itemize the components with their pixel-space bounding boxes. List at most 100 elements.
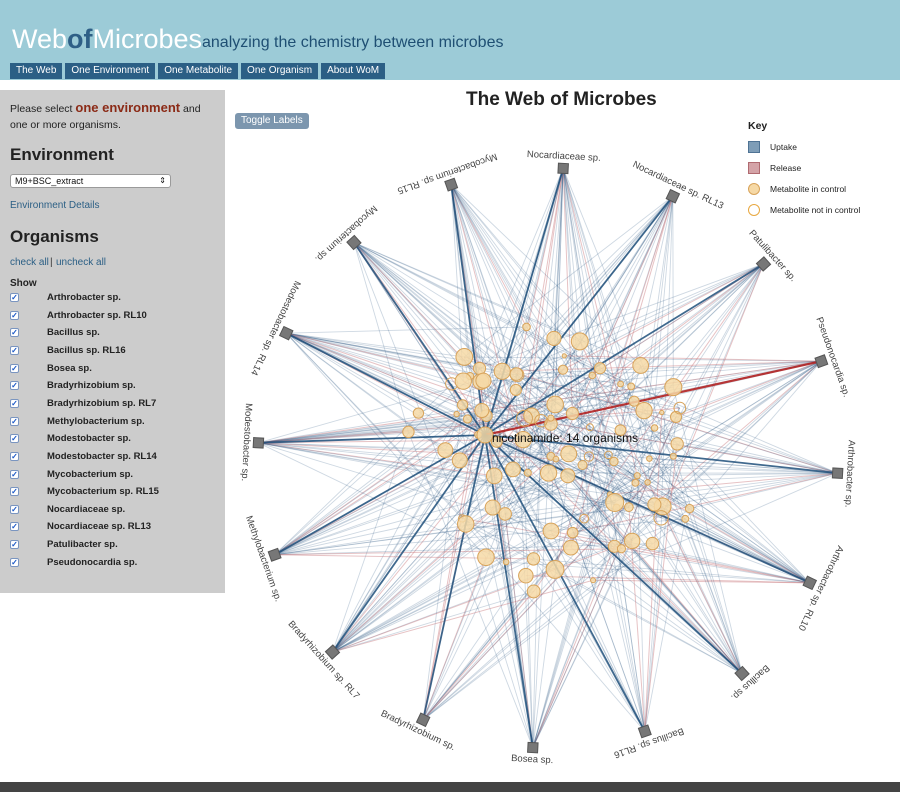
metabolite-circle[interactable] <box>579 513 590 524</box>
organism-checkbox[interactable]: ✓ <box>10 328 19 338</box>
nav-one-metabolite[interactable]: One Metabolite <box>158 63 239 79</box>
metabolite-circle[interactable] <box>437 442 454 459</box>
metabolite-circle[interactable] <box>684 503 695 514</box>
metabolite-circle[interactable] <box>509 367 524 381</box>
metabolite-circle[interactable] <box>560 445 578 463</box>
metabolite-circle[interactable] <box>566 526 579 539</box>
metabolite-circle[interactable] <box>526 584 541 599</box>
organism-node[interactable] <box>734 665 750 682</box>
site-logo[interactable]: WebofMicrobes <box>12 24 202 54</box>
metabolite-circle[interactable] <box>546 395 564 414</box>
metabolite-circle[interactable] <box>583 451 595 462</box>
organism-checkbox[interactable]: ✓ <box>10 416 19 426</box>
metabolite-circle[interactable] <box>681 514 690 523</box>
organism-node[interactable] <box>831 467 844 479</box>
metabolite-circle[interactable] <box>570 332 589 351</box>
metabolite-circle[interactable] <box>484 499 501 516</box>
metabolite-circle[interactable] <box>616 544 627 554</box>
metabolite-circle[interactable] <box>514 431 532 449</box>
metabolite-circle[interactable] <box>614 424 627 437</box>
metabolite-circle[interactable] <box>659 409 665 416</box>
metabolite-circle[interactable] <box>624 502 634 512</box>
metabolite-circle[interactable] <box>653 510 669 526</box>
metabolite-circle[interactable] <box>552 455 560 463</box>
metabolite-circle[interactable] <box>609 456 619 467</box>
metabolite-circle[interactable] <box>628 395 640 407</box>
metabolite-circle[interactable] <box>557 364 569 375</box>
metabolite-circle[interactable] <box>542 522 560 540</box>
organism-node[interactable] <box>527 741 539 754</box>
metabolite-circle[interactable] <box>617 380 624 388</box>
metabolite-circle[interactable] <box>650 424 659 432</box>
metabolite-circle[interactable] <box>565 406 579 421</box>
metabolite-circle[interactable] <box>623 532 641 550</box>
metabolite-circle[interactable] <box>477 548 495 567</box>
uncheck-all-link[interactable]: uncheck all <box>56 257 107 268</box>
metabolite-circle[interactable] <box>523 468 532 477</box>
metabolite-circle[interactable] <box>588 371 597 380</box>
metabolite-circle[interactable] <box>605 493 625 512</box>
organism-checkbox[interactable]: ✓ <box>10 540 19 550</box>
metabolite-circle[interactable] <box>664 378 683 397</box>
metabolite-circle[interactable] <box>498 507 512 521</box>
organism-checkbox[interactable]: ✓ <box>10 487 19 497</box>
organism-checkbox[interactable]: ✓ <box>10 398 19 408</box>
metabolite-circle[interactable] <box>593 362 607 375</box>
organism-checkbox[interactable]: ✓ <box>10 310 19 320</box>
metabolite-circle[interactable] <box>493 362 511 380</box>
metabolite-circle[interactable] <box>539 464 558 482</box>
metabolite-circle[interactable] <box>604 450 613 460</box>
metabolite-circle[interactable] <box>518 567 534 584</box>
organism-node[interactable] <box>252 437 265 449</box>
nav-about-wom[interactable]: About WoM <box>321 63 386 79</box>
organism-checkbox[interactable]: ✓ <box>10 469 19 479</box>
organism-node[interactable] <box>346 234 362 251</box>
nav-one-environment[interactable]: One Environment <box>65 63 156 79</box>
metabolite-circle[interactable] <box>633 472 641 480</box>
nav-the-web[interactable]: The Web <box>10 63 63 79</box>
toggle-labels-button[interactable]: Toggle Labels <box>235 113 309 129</box>
organism-node[interactable] <box>415 712 431 728</box>
organism-checkbox[interactable]: ✓ <box>10 293 19 302</box>
metabolite-circle[interactable] <box>451 452 468 469</box>
metabolite-circle[interactable] <box>673 401 687 415</box>
organism-checkbox[interactable]: ✓ <box>10 504 19 514</box>
metabolite-circle[interactable] <box>644 479 651 486</box>
organism-checkbox[interactable]: ✓ <box>10 381 19 391</box>
metabolite-circle[interactable] <box>455 348 474 366</box>
organism-node[interactable] <box>637 724 652 739</box>
metabolite-circle[interactable] <box>502 558 510 566</box>
metabolite-circle[interactable] <box>635 401 653 420</box>
metabolite-circle[interactable] <box>545 560 565 579</box>
metabolite-circle[interactable] <box>586 423 594 432</box>
metabolite-circle[interactable] <box>526 552 541 566</box>
metabolite-circle[interactable] <box>647 497 662 512</box>
metabolite-circle[interactable] <box>577 459 588 471</box>
metabolite-circle[interactable] <box>670 437 684 451</box>
metabolite-circle[interactable] <box>412 407 425 419</box>
metabolite-circle[interactable] <box>475 372 492 389</box>
organism-checkbox[interactable]: ✓ <box>10 522 19 532</box>
metabolite-circle[interactable] <box>547 414 555 422</box>
metabolite-circle[interactable] <box>474 402 490 419</box>
metabolite-circle[interactable] <box>472 361 487 375</box>
metabolite-circle[interactable] <box>457 515 475 533</box>
organism-checkbox[interactable]: ✓ <box>10 345 19 355</box>
metabolite-circle[interactable] <box>632 357 650 374</box>
metabolite-circle[interactable] <box>490 435 503 448</box>
metabolite-circle[interactable] <box>402 425 415 439</box>
environment-details-link[interactable]: Environment Details <box>10 200 100 211</box>
check-all-link[interactable]: check all <box>10 257 49 268</box>
metabolite-circle[interactable] <box>485 467 503 485</box>
organism-node[interactable] <box>444 177 459 192</box>
environment-select[interactable]: M9+BSC_extract ⇕ <box>10 174 171 188</box>
metabolite-circle[interactable] <box>627 382 636 391</box>
metabolite-circle[interactable] <box>534 413 548 428</box>
organism-node[interactable] <box>755 256 772 272</box>
metabolite-circle[interactable] <box>462 414 473 424</box>
metabolite-circle[interactable] <box>505 461 521 478</box>
metabolite-circle[interactable] <box>515 409 533 427</box>
organism-checkbox[interactable]: ✓ <box>10 434 19 444</box>
metabolite-circle[interactable] <box>509 383 522 396</box>
metabolite-circle[interactable] <box>560 468 576 484</box>
